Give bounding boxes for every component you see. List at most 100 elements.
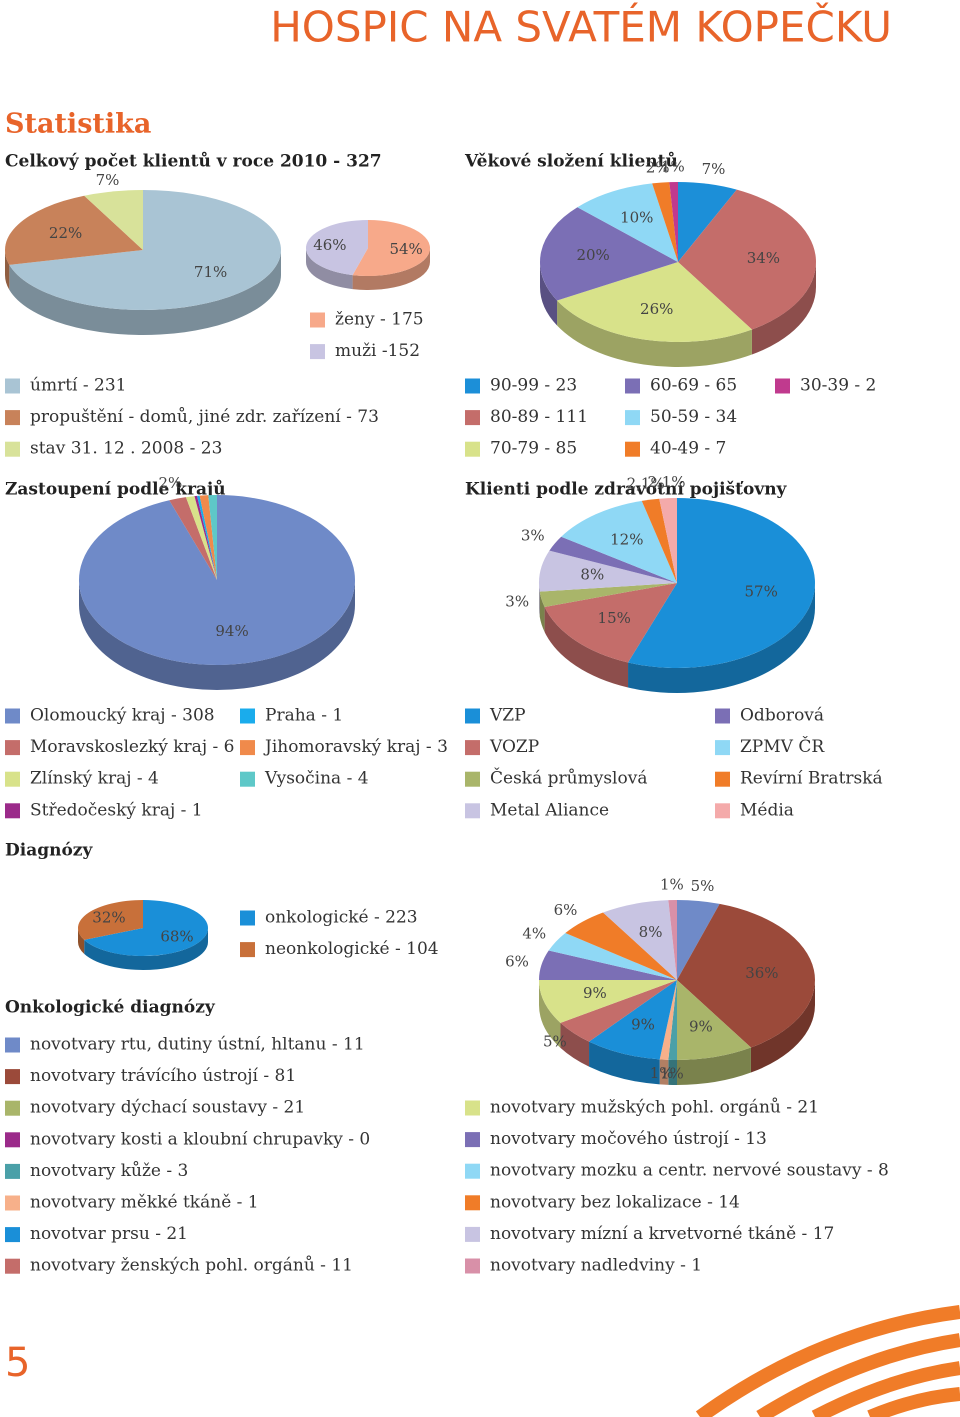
pie-slice [678, 182, 737, 262]
slice-label: 22% [49, 224, 82, 242]
legend-label: Moravskoslezký kraj - 6 [30, 737, 234, 757]
slice-label: 9% [583, 984, 607, 1002]
legend-swatch [715, 771, 730, 787]
legend-label: Česká průmyslová [490, 768, 647, 789]
pie-labels: 94% 2% [159, 474, 249, 640]
pie-tops [540, 182, 817, 342]
slice-side [79, 580, 355, 690]
chart-title: Diagnózy [5, 841, 93, 861]
legend-label: Jihomoravský kraj - 3 [263, 737, 448, 757]
legend-swatch [240, 942, 255, 958]
slice-side [539, 583, 540, 617]
legend-swatch [465, 1258, 480, 1274]
pie-labels: 5%36%9%1%1%9%5%9%6%4%6%8%1% [505, 876, 778, 1083]
slice-label: 54% [389, 240, 422, 258]
legend-label: Metal Aliance [490, 800, 609, 820]
pie-sides [78, 928, 208, 971]
pie-slice [628, 498, 816, 669]
pie-labels: 68% 32% [92, 909, 193, 946]
pie-slice [208, 495, 217, 580]
slice-label: 3% [505, 592, 529, 610]
slice-label: 1% [650, 1064, 674, 1082]
pie-sides [5, 250, 282, 335]
pie-tops [78, 495, 355, 665]
slice-side [9, 250, 282, 335]
legend-swatch [5, 441, 20, 457]
slice-label: 3% [521, 526, 545, 544]
legend-swatch [5, 1258, 20, 1274]
pie-labels: 54% 46% [313, 236, 423, 258]
pie-slice [560, 980, 677, 1042]
pie-slice [194, 495, 217, 580]
slice-label: 5% [691, 877, 715, 895]
chart-title: Celkový počet klientů v roce 2010 - 327 [5, 151, 382, 172]
pie-slice [84, 900, 209, 957]
slice-label: 68% [160, 927, 193, 945]
slice-label: 8% [580, 565, 604, 583]
slice-side [544, 606, 629, 688]
legend-label: 50-59 - 34 [650, 407, 737, 427]
pie-slice [539, 583, 677, 607]
slice-label: 1% [660, 1064, 684, 1082]
legend-label: novotvary nadledviny - 1 [490, 1256, 702, 1276]
slice-label: 36% [745, 964, 778, 982]
legend-label: VZP [489, 706, 526, 726]
pie-slice [549, 536, 677, 583]
slice-label: 10% [620, 209, 653, 227]
pie-labels: 71% 22% 7% [49, 171, 227, 281]
pie-slice [659, 498, 677, 583]
legend-swatch [5, 410, 20, 426]
legend-swatch [465, 1226, 480, 1242]
pie-slice [668, 900, 677, 980]
legend-swatch [310, 344, 325, 360]
pie-sides [79, 580, 355, 690]
pie-slice [603, 900, 677, 980]
pie-slice [539, 950, 677, 980]
legend-label: ženy - 175 [335, 310, 424, 330]
pie-slice [539, 550, 677, 592]
legend-swatch [715, 740, 730, 756]
slice-side [540, 262, 558, 326]
slice-side [560, 1022, 590, 1067]
legend-label: novotvary dýchací soustavy - 21 [30, 1098, 305, 1118]
legend-label: novotvary rtu, dutiny ústní, hltanu - 11 [30, 1035, 365, 1055]
legend-swatch [310, 312, 325, 328]
legend-label: Zlínský kraj - 4 [30, 769, 159, 789]
legend-swatch [465, 1163, 480, 1179]
slice-side [352, 248, 430, 290]
legend-swatch [465, 1100, 480, 1116]
pie-slice [589, 980, 677, 1060]
legend-swatch [5, 378, 20, 394]
legend-label: propuštění - domů, jiné zdr. zařízení - … [30, 407, 379, 427]
page-title: HOSPIC NA SVATÉM KOPEČKU [270, 2, 892, 52]
slice-side [668, 1059, 677, 1085]
legend-swatch [625, 378, 640, 394]
pie-slice [197, 495, 217, 580]
pie-slice [677, 900, 720, 980]
pie-slice [677, 903, 816, 1048]
legend-label: novotvary mízní a krvetvorné tkáně - 17 [490, 1224, 834, 1244]
pie-tops [539, 900, 816, 1060]
pie-slice [577, 183, 678, 262]
slice-side [5, 250, 10, 290]
legend-swatch [465, 410, 480, 426]
legend-label: novotvar prsu - 21 [30, 1224, 188, 1244]
legend-swatch [5, 1132, 20, 1148]
legend-swatch [715, 803, 730, 819]
legend-label: novotvary ženských pohl. orgánů - 11 [30, 1256, 353, 1276]
pie-slice [677, 980, 751, 1060]
page-number: 5 [5, 1340, 30, 1386]
legend-swatch [240, 740, 255, 756]
slice-side [539, 591, 545, 632]
legend-label: neonkologické - 104 [265, 939, 439, 959]
slice-side [557, 300, 752, 368]
legend-label: ZPMV ČR [740, 736, 825, 757]
pie-slice [78, 900, 143, 940]
legend-label: 90-99 - 23 [490, 376, 577, 396]
slice-side [628, 583, 815, 693]
legend-label: novotvary bez lokalizace - 14 [490, 1192, 740, 1212]
legend-label: Vysočina - 4 [264, 769, 369, 789]
legend-label: Revírní Bratrská [740, 769, 883, 789]
slice-label: 94% [215, 622, 248, 640]
